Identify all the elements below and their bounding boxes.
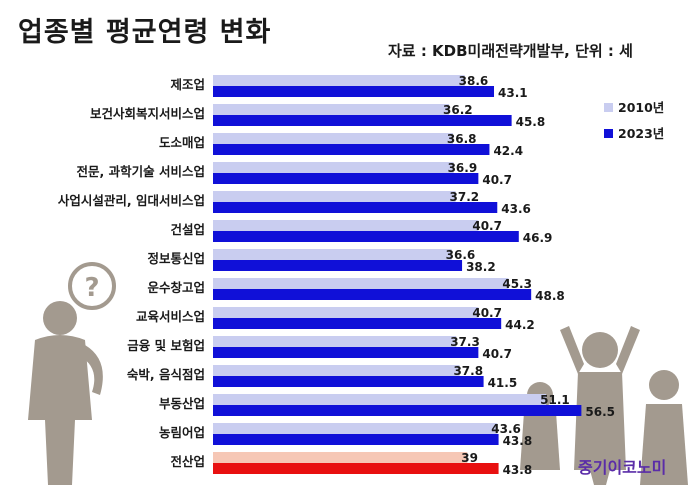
legend-label-2023: 2023년 [618, 126, 664, 141]
value-label-2010: 37.3 [450, 335, 480, 349]
category-label: 교육서비스업 [136, 309, 205, 324]
bar-2010 [213, 452, 468, 463]
bar-2023 [213, 86, 495, 97]
bar-2023 [213, 115, 512, 126]
family-illustration [520, 326, 688, 485]
value-label-2010: 36.8 [447, 132, 477, 146]
bar-2010 [213, 336, 457, 347]
svg-text:?: ? [84, 273, 99, 303]
value-label-2023: 40.7 [482, 347, 512, 361]
bar-2023 [213, 202, 498, 213]
category-label: 사업시설관리, 임대서비스업 [58, 193, 205, 208]
bar-2023 [213, 289, 532, 300]
value-label-2023: 41.5 [488, 376, 518, 390]
chart-title: 업종별 평균연령 변화 [18, 17, 272, 48]
value-label-2023: 48.8 [535, 289, 565, 303]
legend-swatch-2023 [604, 129, 613, 138]
bar-2010 [213, 191, 456, 202]
category-label: 도소매업 [159, 135, 205, 150]
source-note: 자료 : KDB미래전략개발부, 단위 : 세 [388, 42, 633, 60]
bar-2023 [213, 347, 479, 358]
value-label-2023: 40.7 [482, 173, 512, 187]
bar-2010 [213, 104, 450, 115]
value-label-2023: 43.6 [501, 202, 531, 216]
category-label: 숙박, 음식점업 [127, 367, 205, 382]
value-label-2023: 43.8 [503, 463, 533, 477]
value-label-2010: 37.2 [450, 190, 480, 204]
value-label-2023: 56.5 [585, 405, 615, 419]
bar-2023 [213, 376, 484, 387]
category-label: 건설업 [170, 222, 205, 237]
value-label-2010: 39 [461, 451, 478, 465]
category-label: 보건사회복지서비스업 [90, 106, 205, 121]
bar-2023 [213, 231, 519, 242]
value-label-2010: 45.3 [502, 277, 532, 291]
value-label-2010: 37.8 [453, 364, 483, 378]
bar-2010 [213, 394, 547, 405]
bar-2023 [213, 173, 479, 184]
category-label: 전산업 [170, 454, 205, 469]
category-label: 부동산업 [159, 396, 205, 411]
bar-2010 [213, 278, 509, 289]
category-label: 농림어업 [159, 425, 205, 440]
question-bubble-icon: ? [68, 262, 116, 310]
value-label-2023: 38.2 [466, 260, 496, 274]
bar-2010 [213, 133, 453, 144]
value-label-2010: 38.6 [459, 74, 489, 88]
value-label-2010: 40.7 [472, 306, 502, 320]
value-label-2023: 43.8 [503, 434, 533, 448]
value-label-2010: 36.6 [446, 248, 476, 262]
bar-2010 [213, 162, 454, 173]
value-label-2010: 36.2 [443, 103, 473, 117]
bar-2023 [213, 318, 502, 329]
watermark-logo: 중기이코노미 [578, 458, 667, 477]
bar-2010 [213, 365, 460, 376]
value-label-2023: 44.2 [505, 318, 535, 332]
value-label-2010: 36.9 [448, 161, 478, 175]
bar-2023 [213, 434, 499, 445]
value-label-2010: 40.7 [472, 219, 502, 233]
bar-2010 [213, 75, 465, 86]
value-label-2023: 45.8 [516, 115, 546, 129]
value-label-2023: 42.4 [493, 144, 523, 158]
category-label: 전문, 과학기술 서비스업 [77, 164, 205, 179]
category-label: 금융 및 보험업 [127, 338, 205, 353]
value-label-2023: 43.1 [498, 86, 528, 100]
category-label: 정보통신업 [147, 251, 205, 266]
value-label-2010: 43.6 [491, 422, 521, 436]
bar-2023 [213, 260, 463, 271]
bar-2023 [213, 405, 582, 416]
legend-label-2010: 2010년 [618, 100, 664, 115]
value-label-2010: 51.1 [540, 393, 570, 407]
bar-2010 [213, 220, 479, 231]
legend-swatch-2010 [604, 103, 613, 112]
bar-2010 [213, 423, 498, 434]
thinking-person-illustration [28, 301, 103, 485]
bar-2010 [213, 307, 479, 318]
category-label: 제조업 [170, 77, 205, 92]
bar-2010 [213, 249, 452, 260]
category-label: 운수창고업 [147, 280, 205, 295]
bar-2023 [213, 144, 490, 155]
bar-2023 [213, 463, 499, 474]
value-label-2023: 46.9 [523, 231, 553, 245]
